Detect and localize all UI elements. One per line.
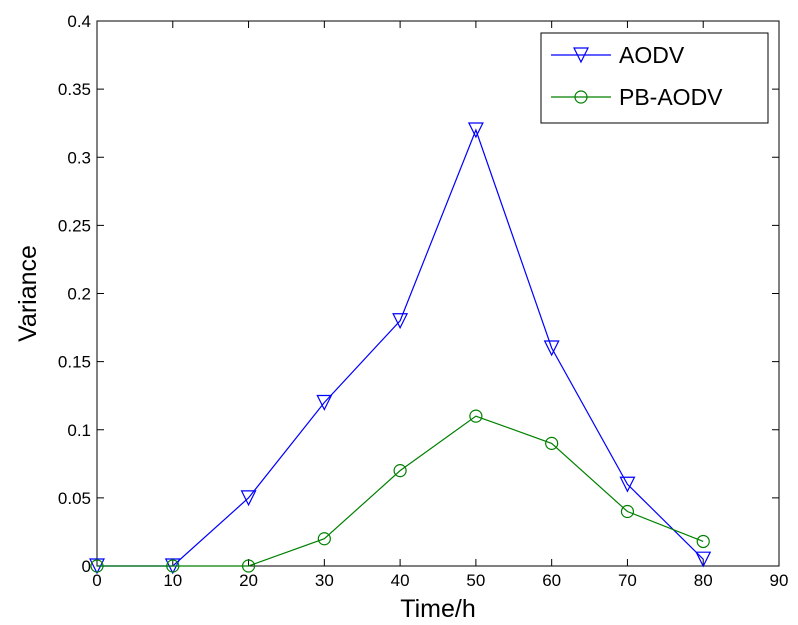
x-tick-label: 20 — [239, 571, 258, 590]
series-line — [97, 128, 704, 567]
y-tick-label: 0.05 — [58, 489, 91, 508]
series-aodv — [89, 122, 712, 575]
data-point — [393, 464, 407, 478]
y-tick-label: 0.4 — [67, 12, 91, 31]
y-axis-title: Variance — [14, 245, 42, 342]
legend-item: AODV — [551, 42, 685, 68]
x-tick-label: 80 — [694, 571, 713, 590]
data-point — [543, 340, 560, 357]
legend-item: PB-AODV — [551, 84, 723, 110]
y-tick-label: 0.3 — [67, 148, 91, 167]
data-point — [620, 504, 635, 519]
y-tick-label: 0 — [82, 557, 91, 576]
y-tick-label: 0.1 — [67, 421, 91, 440]
y-tick-label: 0.25 — [58, 216, 91, 235]
data-point — [695, 551, 712, 568]
x-tick-label: 10 — [163, 571, 182, 590]
data-point — [241, 559, 256, 573]
series-line — [97, 415, 704, 567]
data-point — [166, 559, 180, 573]
data-point — [316, 394, 333, 411]
legend-marker — [573, 47, 589, 64]
series-pb-aodv — [90, 409, 710, 573]
x-tick-label: 30 — [315, 571, 334, 590]
data-point — [467, 122, 484, 139]
legend-marker — [574, 90, 588, 104]
x-tick-label: 70 — [618, 571, 637, 590]
x-tick-label: 90 — [770, 571, 789, 590]
data-point — [619, 476, 636, 493]
y-tick-label: 0.2 — [67, 285, 91, 304]
data-point — [90, 559, 104, 573]
x-tick-label: 0 — [92, 571, 101, 590]
x-axis-title: Time/h — [400, 595, 475, 623]
data-point — [392, 313, 409, 330]
legend: AODV PB-AODV — [540, 32, 769, 124]
axes: 0 10 20 30 40 50 60 70 80 90 0 0.05 0.1 0.15 0.2 0.25 0.… — [14, 12, 788, 623]
series-layer — [89, 122, 712, 575]
data-point — [317, 532, 331, 546]
data-point — [545, 436, 559, 450]
x-tick-label: 40 — [391, 571, 410, 590]
data-point — [696, 534, 710, 549]
data-point — [469, 409, 483, 423]
y-tick-label: 0.15 — [58, 353, 91, 372]
legend-label: PB-AODV — [619, 84, 723, 110]
x-tick-label: 60 — [542, 571, 561, 590]
x-tick-label: 50 — [466, 571, 485, 590]
data-point — [240, 490, 257, 507]
y-tick-label: 0.35 — [58, 80, 91, 99]
legend-label: AODV — [619, 42, 685, 68]
